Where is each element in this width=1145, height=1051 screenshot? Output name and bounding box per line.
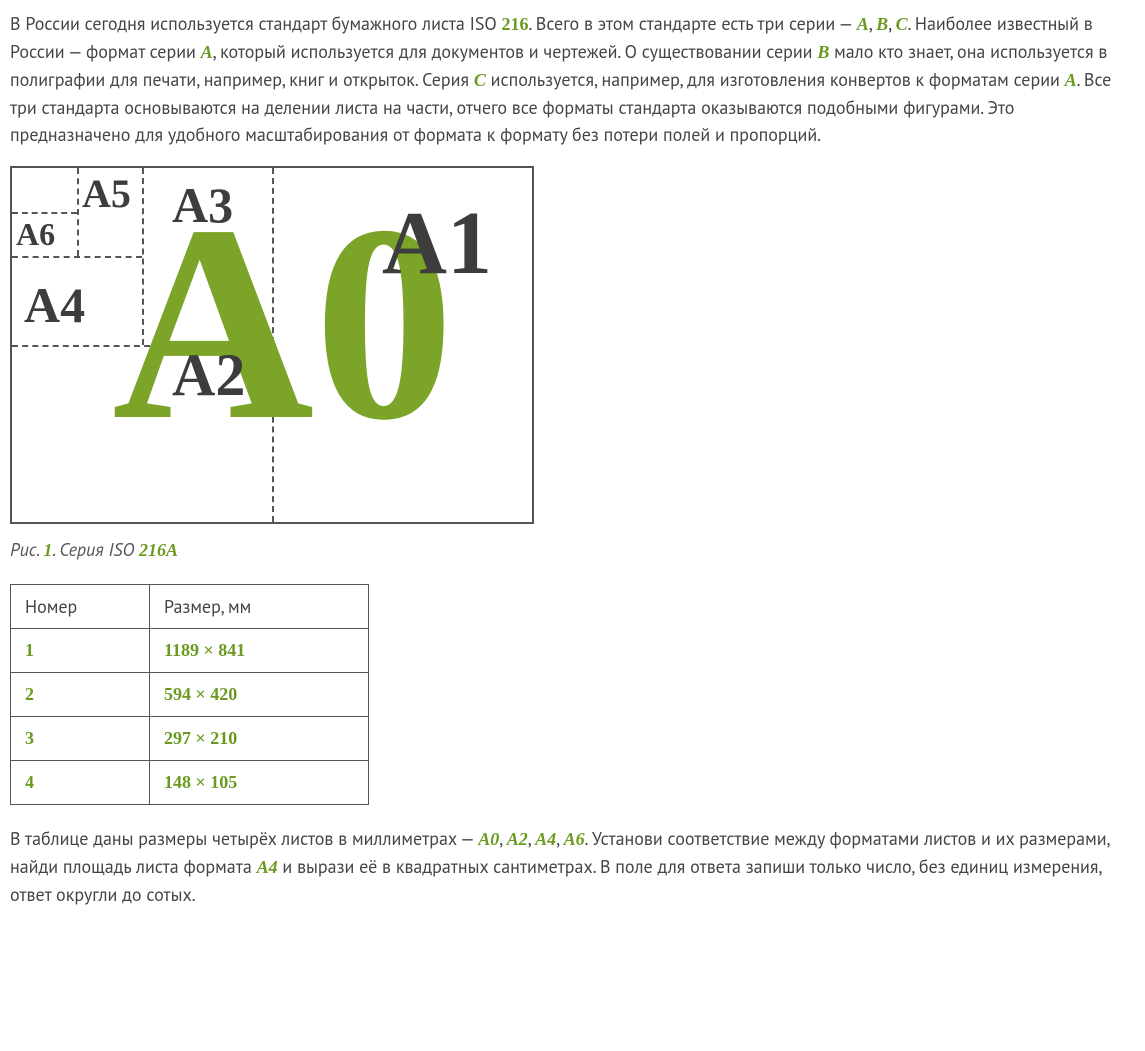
caption-A: A: [166, 540, 178, 560]
cell-number: 2: [11, 673, 150, 717]
intro-text: ,: [888, 12, 895, 35]
comma: ,: [499, 827, 506, 850]
table-row: 11189 × 841: [11, 629, 369, 673]
intro-paragraph: В России сегодня используется стандарт б…: [10, 10, 1135, 148]
intro-text: используется, например, для изготовления…: [486, 68, 1065, 91]
paper-label-A3: A3: [172, 183, 233, 228]
series-A: A: [201, 42, 213, 62]
sizes-table: Номер Размер, мм 11189 × 8412594 × 42032…: [10, 584, 369, 805]
fmt-A4: A4: [535, 829, 556, 849]
cell-number: 1: [11, 629, 150, 673]
series-C: C: [474, 70, 486, 90]
figure-caption: Рис. 1. Серия ISO 216A: [10, 536, 1135, 564]
table-row: 2594 × 420: [11, 673, 369, 717]
divider: [77, 168, 79, 256]
fmt-A0: A0: [478, 829, 499, 849]
paper-label-A1: A1: [382, 203, 492, 284]
cell-size: 297 × 210: [150, 717, 369, 761]
series-A: A: [1065, 70, 1077, 90]
intro-text: . Всего в этом стандарте есть три серии …: [529, 12, 857, 35]
divider: [12, 212, 77, 214]
cell-size: 148 × 105: [150, 761, 369, 805]
paper-label-A2: A2: [172, 348, 245, 402]
series-C: C: [896, 14, 908, 34]
col-header-size: Размер, мм: [150, 585, 369, 629]
cell-number: 4: [11, 761, 150, 805]
num-216: 216: [502, 14, 529, 34]
intro-text: , который используется для документов и …: [213, 40, 818, 63]
intro-text: В России сегодня используется стандарт б…: [10, 12, 502, 35]
paper-label-A5: A5: [82, 176, 131, 212]
paper-label-A6: A6: [16, 220, 55, 249]
cell-number: 3: [11, 717, 150, 761]
fmt-A2: A2: [507, 829, 528, 849]
comma: ,: [556, 827, 563, 850]
table-row: 3297 × 210: [11, 717, 369, 761]
cell-size: 1189 × 841: [150, 629, 369, 673]
col-header-number: Номер: [11, 585, 150, 629]
series-B: B: [817, 42, 829, 62]
fmt-A4: A4: [257, 857, 278, 877]
iso216-diagram: A0A1A2A3A4A5A6: [10, 166, 1135, 524]
caption-216: 216: [139, 540, 166, 560]
question-paragraph: В таблице даны размеры четырёх листов в …: [10, 825, 1135, 908]
series-B: B: [876, 14, 888, 34]
caption-text: . Серия ISO: [52, 538, 139, 561]
caption-text: Рис.: [10, 538, 43, 561]
table-row: 4148 × 105: [11, 761, 369, 805]
paper-label-A4: A4: [24, 283, 85, 328]
question-text: В таблице даны размеры четырёх листов в …: [10, 827, 478, 850]
series-A: A: [857, 14, 869, 34]
fmt-A6: A6: [564, 829, 585, 849]
cell-size: 594 × 420: [150, 673, 369, 717]
